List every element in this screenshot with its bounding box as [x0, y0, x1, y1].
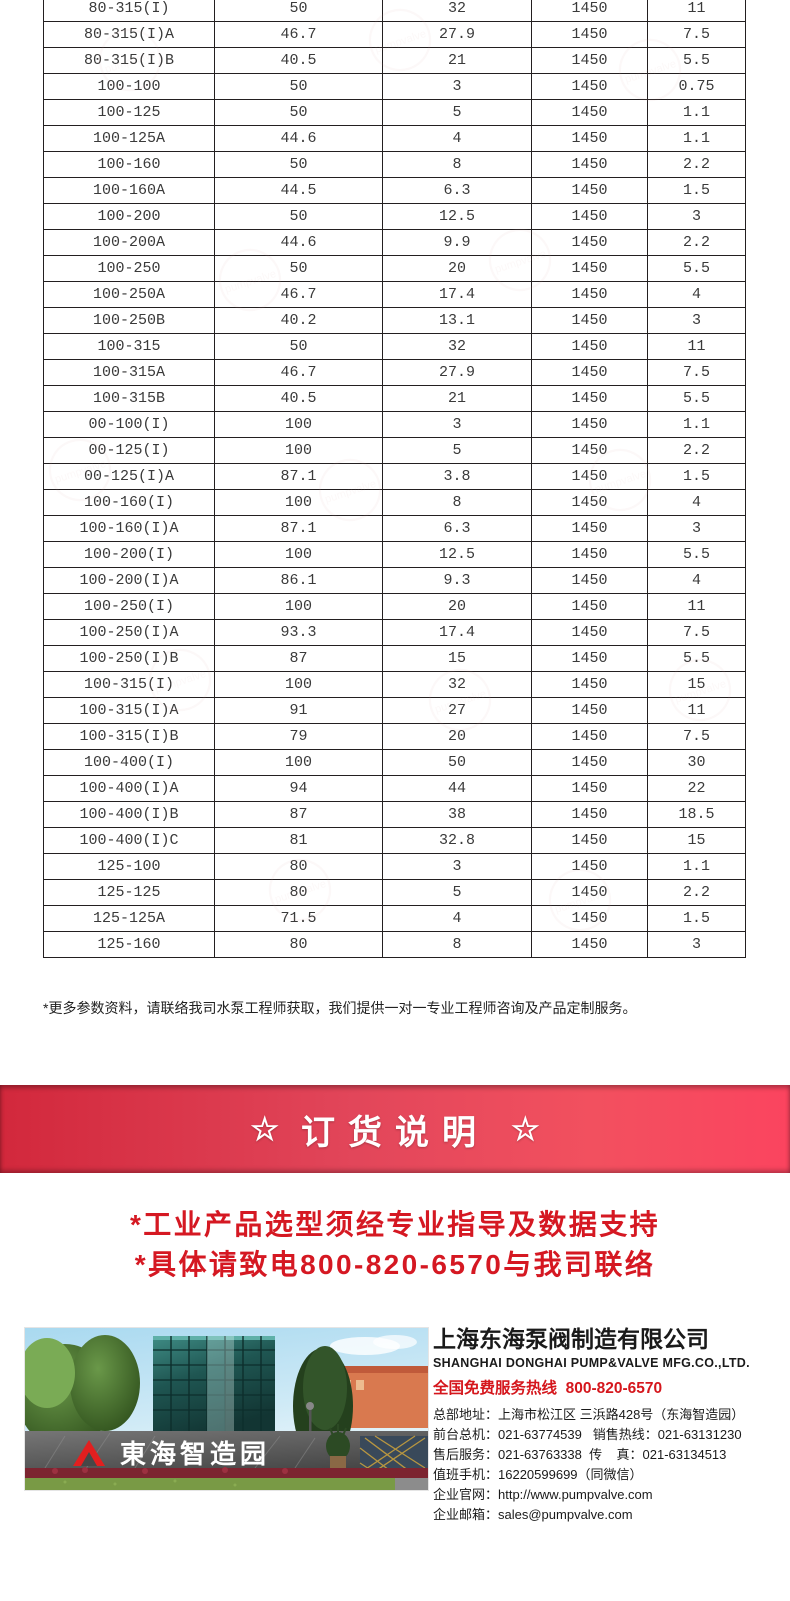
svg-text:東海智造园: 東海智造园 — [120, 1439, 270, 1469]
